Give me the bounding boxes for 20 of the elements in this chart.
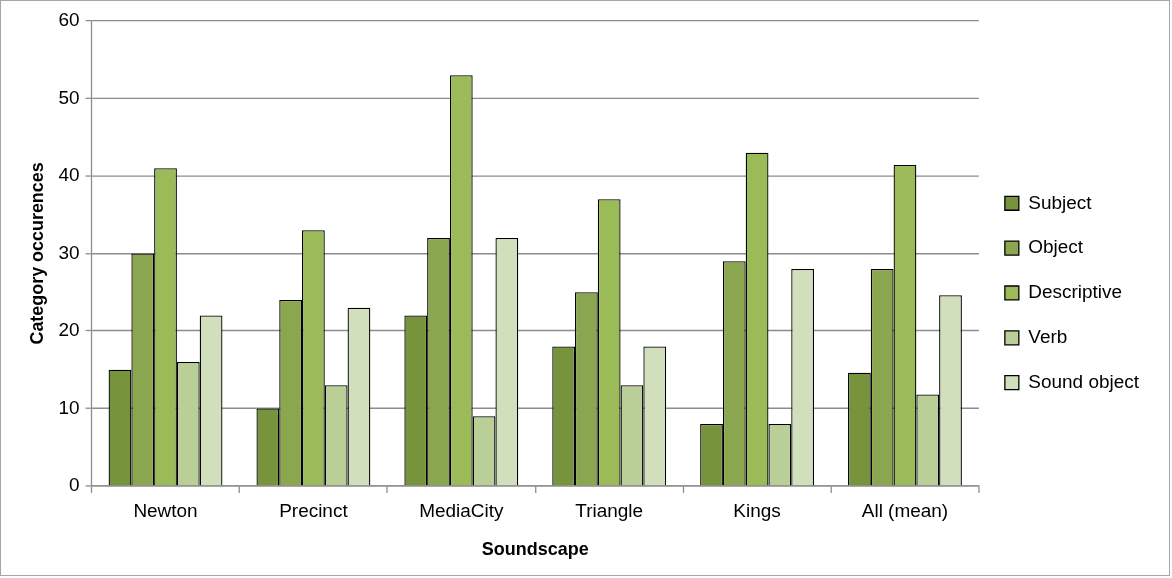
- y-tick-label: 40: [58, 164, 80, 186]
- x-tick-label: All (mean): [861, 500, 949, 522]
- x-tick-label: MediaCity: [419, 500, 504, 522]
- legend-label: Object: [1028, 236, 1084, 258]
- x-axis-title: Soundscape: [481, 539, 589, 560]
- legend-label: Sound object: [1028, 370, 1140, 392]
- legend-label: Descriptive: [1028, 281, 1123, 303]
- y-tick-label: 10: [58, 396, 80, 418]
- x-tick-label: Kings: [733, 500, 781, 522]
- y-axis-title: Category occurences: [26, 162, 47, 345]
- y-tick-label: 60: [58, 9, 80, 31]
- y-tick-label: 20: [58, 319, 80, 341]
- y-tick-label: 0: [69, 474, 80, 496]
- legend-label: Verb: [1028, 326, 1068, 348]
- x-tick-label: Triangle: [575, 500, 644, 522]
- x-tick-label: Newton: [133, 500, 198, 522]
- legend-label: Subject: [1028, 191, 1093, 213]
- x-tick-label: Precinct: [279, 500, 349, 522]
- y-tick-label: 30: [58, 241, 80, 263]
- y-tick-label: 50: [58, 86, 80, 108]
